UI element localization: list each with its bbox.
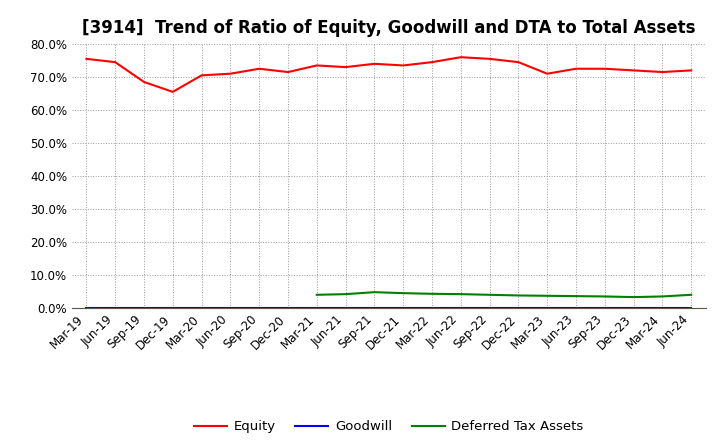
Equity bbox=[514, 59, 523, 65]
Goodwill bbox=[284, 305, 292, 311]
Equity bbox=[399, 63, 408, 68]
Equity bbox=[629, 68, 638, 73]
Deferred Tax Assets bbox=[514, 293, 523, 298]
Deferred Tax Assets bbox=[687, 292, 696, 297]
Deferred Tax Assets bbox=[600, 294, 609, 299]
Deferred Tax Assets bbox=[428, 291, 436, 297]
Deferred Tax Assets bbox=[629, 294, 638, 300]
Goodwill bbox=[197, 305, 206, 311]
Equity bbox=[456, 55, 465, 60]
Goodwill bbox=[82, 305, 91, 311]
Legend: Equity, Goodwill, Deferred Tax Assets: Equity, Goodwill, Deferred Tax Assets bbox=[189, 415, 589, 439]
Equity bbox=[485, 56, 494, 62]
Deferred Tax Assets bbox=[399, 290, 408, 296]
Equity bbox=[226, 71, 235, 76]
Goodwill bbox=[226, 305, 235, 311]
Goodwill bbox=[140, 305, 148, 311]
Goodwill bbox=[255, 305, 264, 311]
Line: Deferred Tax Assets: Deferred Tax Assets bbox=[317, 292, 691, 297]
Equity bbox=[140, 79, 148, 84]
Goodwill bbox=[600, 305, 609, 311]
Line: Equity: Equity bbox=[86, 57, 691, 92]
Deferred Tax Assets bbox=[572, 293, 580, 299]
Equity bbox=[428, 59, 436, 65]
Equity bbox=[600, 66, 609, 71]
Equity bbox=[284, 70, 292, 75]
Goodwill bbox=[658, 305, 667, 311]
Title: [3914]  Trend of Ratio of Equity, Goodwill and DTA to Total Assets: [3914] Trend of Ratio of Equity, Goodwil… bbox=[82, 19, 696, 37]
Equity bbox=[168, 89, 177, 95]
Equity bbox=[111, 59, 120, 65]
Equity bbox=[572, 66, 580, 71]
Equity bbox=[255, 66, 264, 71]
Deferred Tax Assets bbox=[341, 291, 350, 297]
Goodwill bbox=[543, 305, 552, 311]
Deferred Tax Assets bbox=[312, 292, 321, 297]
Goodwill bbox=[687, 305, 696, 311]
Goodwill bbox=[399, 305, 408, 311]
Goodwill bbox=[370, 305, 379, 311]
Deferred Tax Assets bbox=[658, 294, 667, 299]
Goodwill bbox=[312, 305, 321, 311]
Equity bbox=[312, 63, 321, 68]
Goodwill bbox=[111, 305, 120, 311]
Deferred Tax Assets bbox=[370, 290, 379, 295]
Deferred Tax Assets bbox=[456, 291, 465, 297]
Goodwill bbox=[485, 305, 494, 311]
Equity bbox=[543, 71, 552, 76]
Goodwill bbox=[514, 305, 523, 311]
Goodwill bbox=[456, 305, 465, 311]
Goodwill bbox=[428, 305, 436, 311]
Equity bbox=[197, 73, 206, 78]
Equity bbox=[341, 64, 350, 70]
Equity bbox=[687, 68, 696, 73]
Goodwill bbox=[572, 305, 580, 311]
Equity bbox=[370, 61, 379, 66]
Goodwill bbox=[341, 305, 350, 311]
Goodwill bbox=[168, 305, 177, 311]
Goodwill bbox=[629, 305, 638, 311]
Equity bbox=[658, 70, 667, 75]
Deferred Tax Assets bbox=[543, 293, 552, 298]
Equity bbox=[82, 56, 91, 62]
Deferred Tax Assets bbox=[485, 292, 494, 297]
